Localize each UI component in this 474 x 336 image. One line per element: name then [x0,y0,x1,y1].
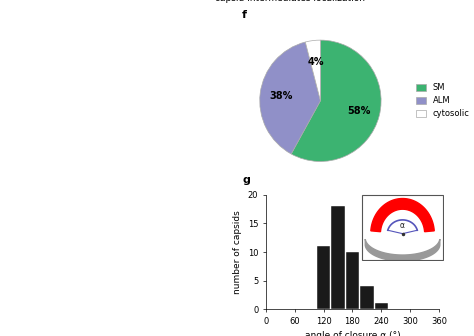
Text: 4%: 4% [307,57,324,67]
Bar [331,206,345,309]
Wedge shape [291,40,381,162]
Polygon shape [371,199,434,232]
Y-axis label: number of capsids: number of capsids [233,210,242,294]
Text: 58%: 58% [347,106,370,116]
Legend: SM, ALM, cytosolic: SM, ALM, cytosolic [412,80,473,122]
Wedge shape [305,40,320,101]
Bar [317,246,330,309]
Wedge shape [260,42,320,154]
Text: f: f [242,10,247,20]
Bar [360,286,374,309]
Bar [346,252,359,309]
X-axis label: angle of closure α (°): angle of closure α (°) [305,331,400,336]
Bar [374,303,388,309]
Text: α: α [400,221,405,230]
Text: g: g [242,175,250,185]
Title: capsid intermediates localization: capsid intermediates localization [215,0,365,3]
Polygon shape [365,239,440,261]
Text: 38%: 38% [270,91,293,101]
